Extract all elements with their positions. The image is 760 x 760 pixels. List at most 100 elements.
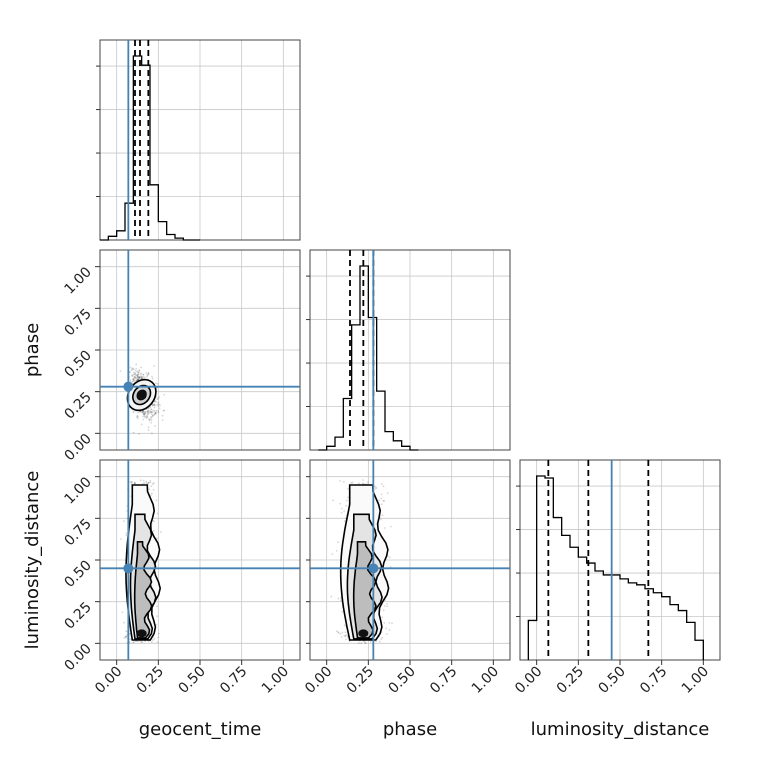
sample-point — [133, 373, 136, 376]
xlabel-phase: phase — [383, 719, 437, 740]
sample-point — [141, 411, 144, 413]
sample-point — [340, 636, 343, 638]
sample-point — [138, 377, 141, 380]
sample-point — [136, 415, 139, 417]
sample-point — [136, 375, 139, 378]
sample-point — [156, 512, 159, 515]
ytick-label-luminosity_distance: 1.00 — [61, 474, 94, 507]
sample-point — [345, 634, 347, 636]
sample-point — [149, 405, 152, 408]
sample-point — [389, 556, 391, 559]
sample-point — [148, 418, 150, 421]
sample-point — [345, 504, 347, 507]
sample-point — [146, 410, 149, 413]
sample-point — [135, 367, 138, 370]
sample-point — [140, 375, 142, 378]
sample-point — [143, 414, 146, 417]
xtick-label-geocent_time: 0.50 — [175, 664, 208, 697]
panel-frames — [99, 39, 721, 661]
sample-point — [137, 372, 140, 375]
sample-point — [152, 488, 155, 491]
sample-point — [360, 642, 363, 645]
sample-point — [147, 372, 150, 375]
sample-point — [119, 538, 122, 540]
sample-point — [156, 641, 159, 644]
sample-point — [140, 423, 143, 426]
sample-point — [140, 372, 143, 375]
sample-point — [142, 373, 145, 376]
sample-point — [147, 413, 149, 416]
density-phase-vs-geocent_time — [100, 250, 300, 450]
plot-content — [96, 40, 704, 660]
sample-point — [131, 368, 134, 370]
sample-point — [151, 375, 153, 378]
sample-point — [362, 479, 364, 481]
sample-point — [150, 421, 153, 424]
sample-point — [380, 503, 383, 506]
sample-point — [350, 482, 353, 484]
sample-point — [155, 623, 158, 626]
sample-point — [147, 481, 150, 484]
sample-point — [138, 369, 141, 372]
sample-point — [151, 639, 154, 641]
sample-point — [149, 411, 152, 413]
ytick-label-phase: 1.00 — [61, 264, 94, 297]
sample-point — [142, 413, 145, 416]
sample-point — [134, 372, 136, 375]
sample-point — [143, 413, 146, 415]
sample-point — [131, 375, 134, 378]
sample-point — [381, 514, 384, 517]
sample-point — [341, 631, 344, 634]
sample-point — [144, 411, 146, 414]
sample-point — [154, 411, 157, 414]
sample-point — [130, 374, 133, 377]
sample-point — [332, 499, 334, 502]
sample-point — [155, 382, 158, 385]
ytick-label-luminosity_distance: 0.75 — [61, 516, 94, 549]
sample-point — [150, 432, 153, 435]
sample-point — [154, 412, 157, 414]
sample-point — [136, 375, 139, 378]
sample-point — [139, 479, 142, 482]
sample-point — [138, 376, 141, 378]
sample-point — [152, 482, 155, 484]
sample-point — [158, 403, 160, 406]
sample-point — [150, 411, 153, 413]
sample-point — [138, 378, 140, 381]
ytick-label-phase: 0.00 — [61, 431, 94, 464]
sample-point — [138, 376, 141, 379]
sample-point — [383, 621, 386, 624]
sample-point — [140, 366, 142, 369]
sample-point — [146, 411, 149, 413]
sample-point — [337, 631, 340, 634]
sample-point — [125, 630, 128, 633]
ytick-label-luminosity_distance: 0.25 — [61, 599, 94, 632]
sample-point — [148, 411, 151, 414]
sample-point — [345, 499, 348, 502]
ylabel-luminosity-distance: luminosity_distance — [22, 471, 43, 650]
sample-point — [152, 414, 154, 417]
sample-point — [381, 636, 384, 639]
sample-point — [150, 411, 153, 413]
sample-point — [156, 398, 159, 401]
density-inner — [330, 479, 393, 645]
sample-point — [159, 404, 161, 407]
sample-point — [330, 595, 333, 598]
sample-point — [385, 627, 388, 630]
sample-point — [157, 401, 160, 404]
sample-point — [132, 641, 135, 643]
sample-point — [134, 369, 137, 372]
sample-point — [132, 371, 135, 374]
sample-point — [154, 400, 157, 402]
sample-point — [147, 407, 150, 410]
sample-point — [133, 376, 136, 379]
sample-point — [129, 366, 132, 369]
density-inner — [119, 479, 162, 644]
sample-point — [146, 416, 149, 419]
sample-point — [150, 419, 153, 421]
sample-point — [138, 369, 140, 372]
sample-point — [153, 403, 156, 406]
ytick-label-luminosity_distance: 0.00 — [61, 641, 94, 674]
sample-point — [133, 482, 136, 485]
sample-point — [140, 376, 143, 379]
